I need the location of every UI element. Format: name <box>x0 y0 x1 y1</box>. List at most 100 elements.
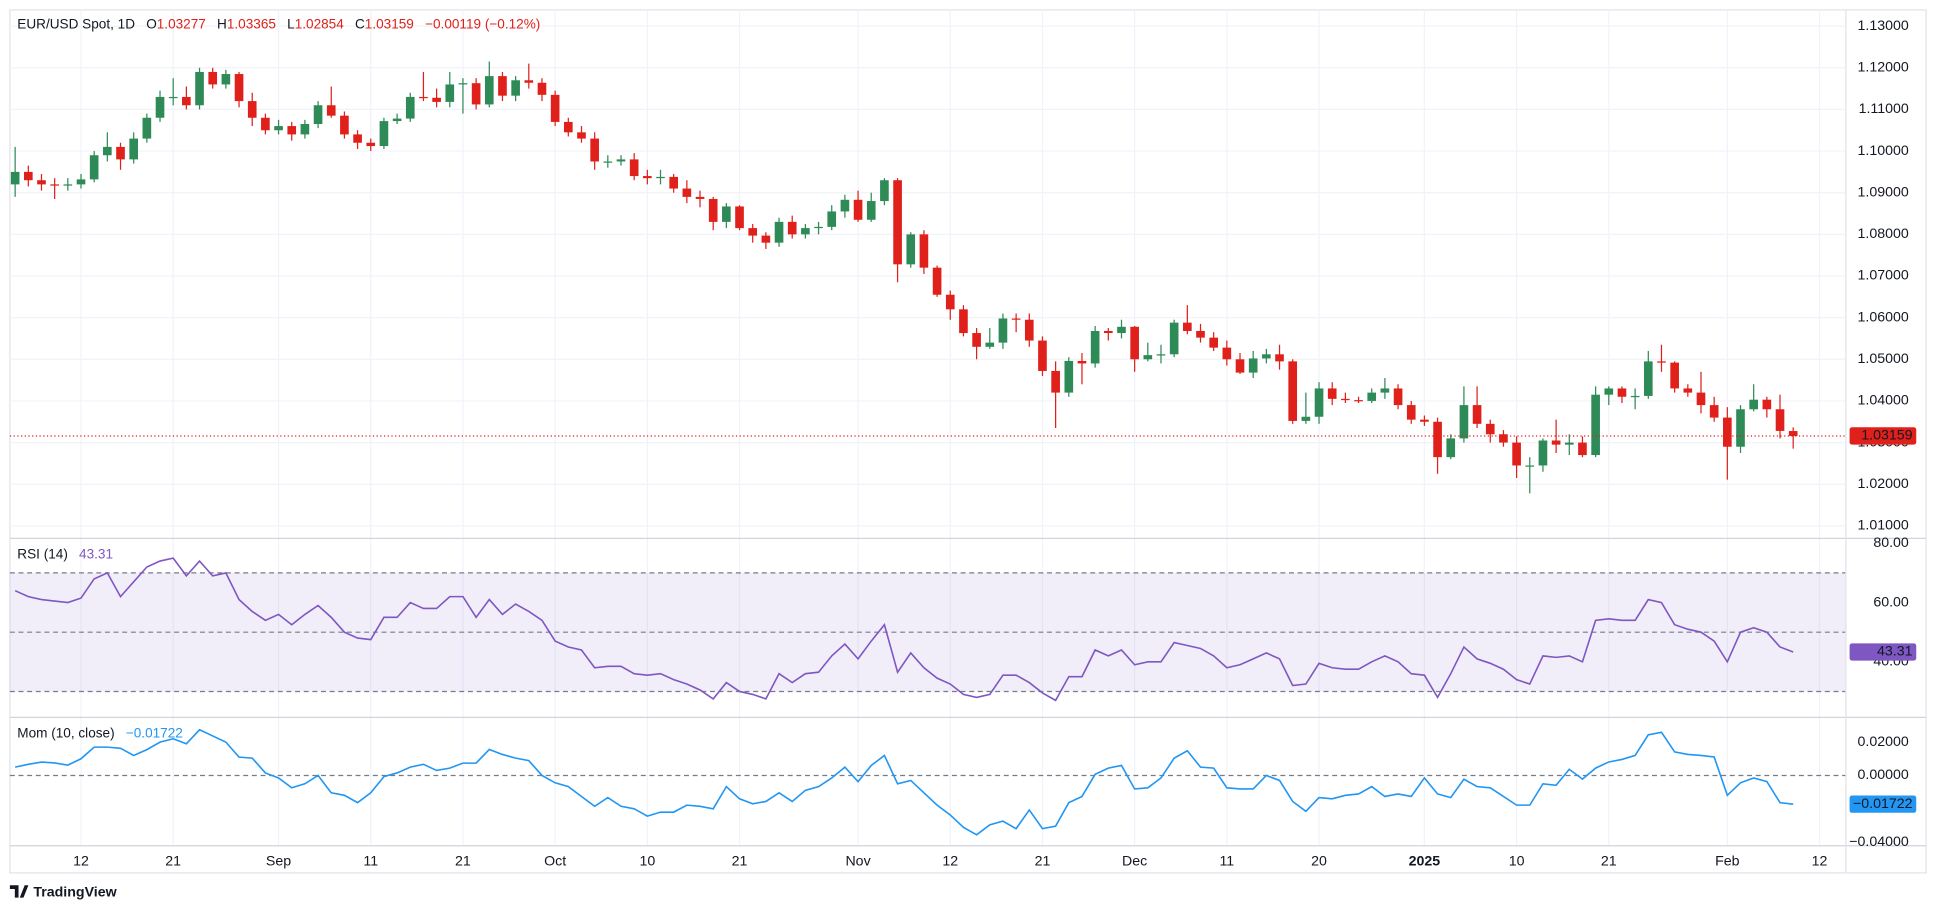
candle-body <box>511 80 520 96</box>
candle-body <box>1314 388 1324 417</box>
candle-body <box>1117 326 1126 334</box>
x-tick-label: Oct <box>544 854 566 870</box>
candle-body <box>484 76 494 105</box>
y-tick-label: 1.05000 <box>1858 351 1909 367</box>
y-tick-label: 0.02000 <box>1858 734 1909 750</box>
candle-body <box>10 171 20 185</box>
candle-body <box>405 96 415 119</box>
candle-body <box>787 221 797 235</box>
candle-body <box>445 84 455 102</box>
logo-mark <box>9 885 29 898</box>
candle-body <box>1762 399 1772 410</box>
candle-body <box>1196 330 1205 338</box>
ohlc-value: 1.03277 <box>157 16 206 31</box>
candle-body <box>1090 330 1100 364</box>
x-tick-label: 11 <box>1219 854 1234 870</box>
candle-body <box>1275 354 1284 362</box>
candle-body <box>142 117 152 139</box>
candle-body <box>234 74 244 102</box>
candle-body <box>247 101 257 118</box>
candle-body <box>590 138 599 162</box>
y-tick-label: 1.09000 <box>1858 184 1909 200</box>
candle-body <box>116 146 125 160</box>
ohlc-key: O <box>146 16 157 31</box>
indicator-line <box>14 728 1794 836</box>
candle-body <box>287 126 297 135</box>
x-tick-label: 10 <box>639 854 655 870</box>
candle-body <box>50 184 59 186</box>
candle-body <box>1564 442 1574 445</box>
x-tick-label: 12 <box>73 854 89 870</box>
candle-body <box>155 96 165 118</box>
x-tick-label: 21 <box>1035 854 1051 870</box>
candle-body <box>1788 431 1798 436</box>
candle-body <box>959 309 968 334</box>
candle-body <box>103 146 112 156</box>
candle-body <box>76 179 86 185</box>
pane-title: RSI (14) 43.31 <box>17 546 113 561</box>
grid <box>9 9 1846 846</box>
candle-body <box>735 206 744 229</box>
ohlc-key: H <box>217 16 227 31</box>
brand-logo: TradingView <box>9 884 118 900</box>
candle-body <box>1169 322 1179 355</box>
candle-body <box>814 226 823 229</box>
candle-body <box>63 184 73 186</box>
candle-body <box>1103 330 1113 334</box>
x-tick-label: 21 <box>455 854 471 870</box>
candle-body <box>1749 399 1758 410</box>
candle-body <box>1156 354 1166 356</box>
candle-body <box>1367 392 1377 401</box>
x-tick-label: Feb <box>1715 854 1740 870</box>
candle-body <box>1630 395 1640 398</box>
y-tick-label: 1.11000 <box>1859 101 1909 117</box>
candle-body <box>1380 388 1390 393</box>
candle-body <box>1485 423 1495 435</box>
x-tick-label: Sep <box>266 854 291 870</box>
candle-body <box>1696 392 1706 406</box>
candle-body <box>1538 440 1548 466</box>
candle-body <box>524 80 534 83</box>
x-tick-label: Dec <box>1122 854 1147 870</box>
candle-body <box>1288 361 1298 421</box>
candle-body <box>1130 326 1139 360</box>
last-value-box <box>1849 643 1917 661</box>
candle-body <box>208 71 218 85</box>
candle-body <box>340 115 349 135</box>
marks <box>9 61 1846 836</box>
candle-body <box>1775 409 1785 431</box>
candle-body <box>1736 409 1745 447</box>
candle-body <box>1551 440 1561 445</box>
candle-body <box>682 188 692 197</box>
candle-body <box>537 82 547 95</box>
ohlc-value: 1.03365 <box>227 16 276 31</box>
x-tick-label: 2025 <box>1409 854 1441 870</box>
symbol: EUR/USD Spot, 1D <box>17 16 135 31</box>
candle-body <box>1578 442 1587 456</box>
candle-body <box>221 74 231 85</box>
candle-body <box>1446 438 1456 458</box>
x-tick-label: 20 <box>1311 854 1327 870</box>
candle-body <box>985 342 995 347</box>
y-tick-label: 1.02000 <box>1858 476 1909 492</box>
candle-body <box>1472 405 1482 424</box>
candle-body <box>1222 347 1232 360</box>
y-tick-label: 1.08000 <box>1858 226 1909 242</box>
candle-body <box>748 228 758 236</box>
candle-body <box>932 267 942 295</box>
last-value-label: −0.01722 <box>1853 796 1913 812</box>
ohlc-key: L <box>287 16 295 31</box>
candle-body <box>1262 354 1271 359</box>
y-tick-label: 1.01000 <box>1858 518 1909 534</box>
candle-body <box>89 155 99 180</box>
candle-body <box>550 94 560 122</box>
candle-body <box>419 96 428 99</box>
candle-body <box>801 228 810 235</box>
candle-body <box>1341 398 1350 401</box>
candle-body <box>1143 355 1153 360</box>
candle-body <box>1670 362 1679 389</box>
candle-body <box>1499 434 1508 443</box>
last-value-label: 43.31 <box>1877 644 1913 660</box>
candle-body <box>392 118 402 122</box>
